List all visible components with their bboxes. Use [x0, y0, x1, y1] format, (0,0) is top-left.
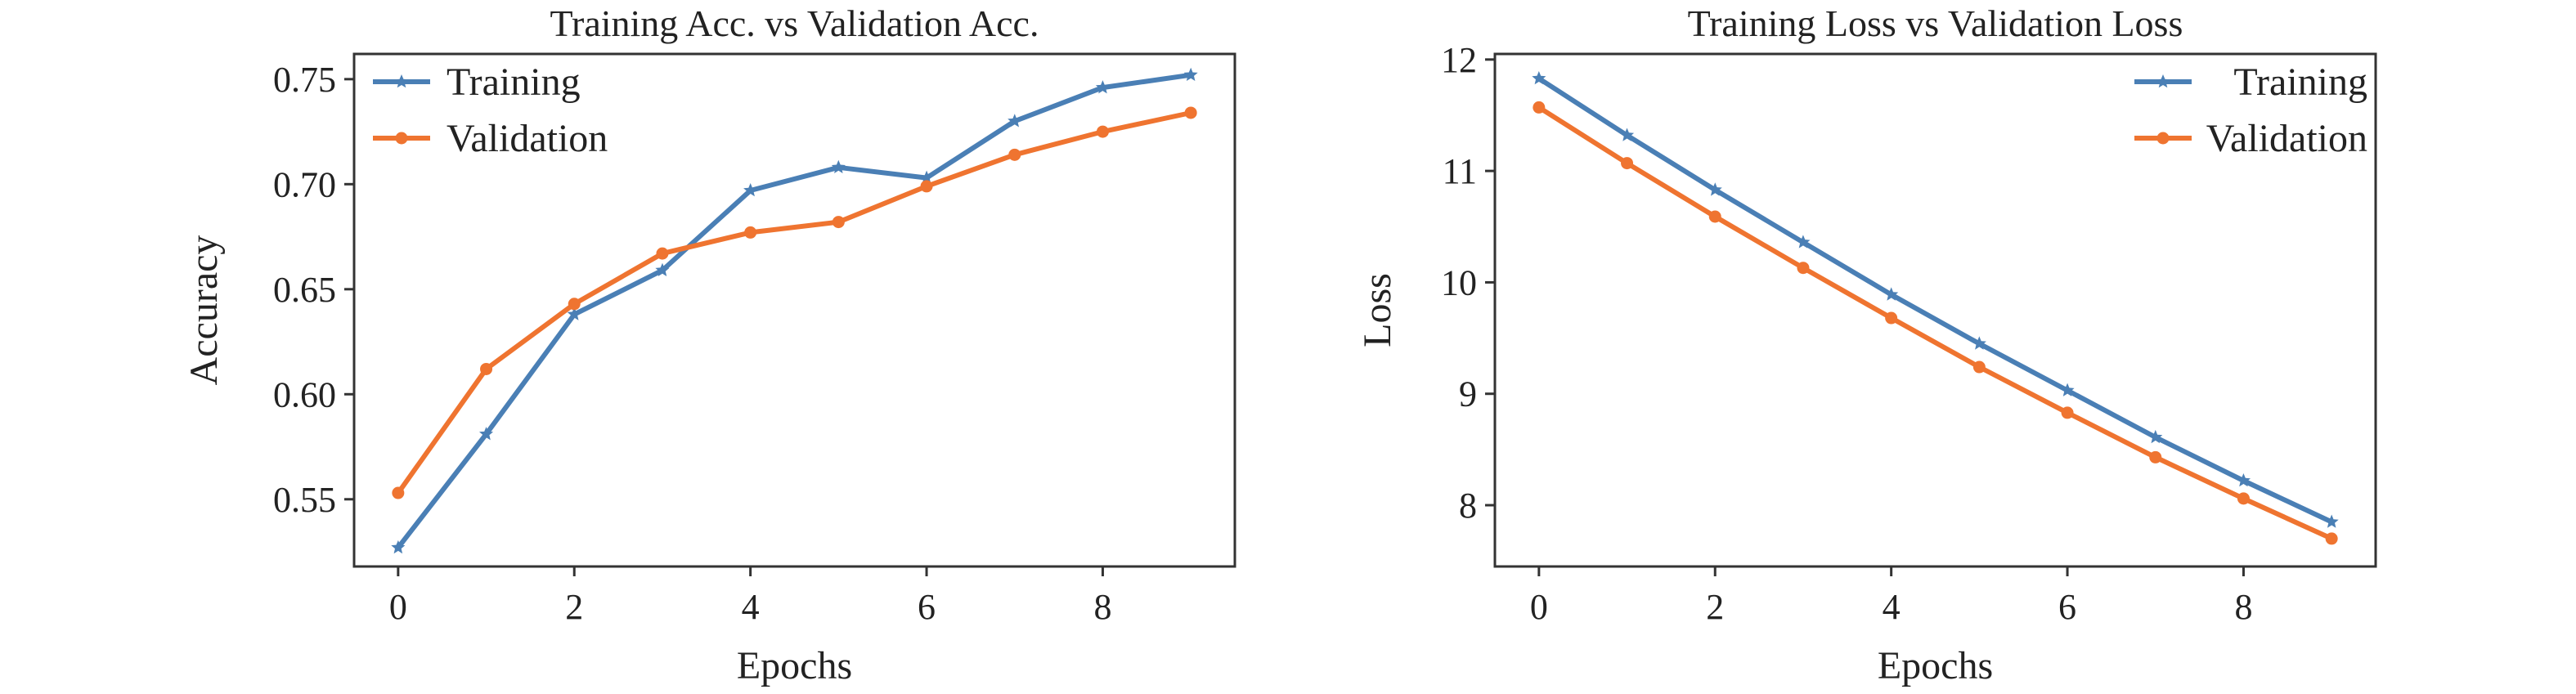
x-tick-label: 0 [1530, 587, 1548, 627]
legend-label-validation: Validation [447, 117, 608, 160]
data-point-validation [744, 226, 757, 239]
legend: Training Validation [2134, 60, 2367, 160]
x-tick-label: 0 [389, 587, 407, 627]
data-point-training [1972, 336, 1986, 350]
y-tick-label: 9 [1459, 374, 1477, 414]
chart-title: Training Loss vs Validation Loss [1688, 2, 2183, 44]
x-tick-label: 4 [1883, 587, 1901, 627]
series-line-validation [395, 110, 1194, 496]
data-point-training [1183, 67, 1198, 81]
data-point-training [567, 307, 581, 320]
data-point-training [1796, 235, 1811, 248]
data-point-validation [1533, 101, 1546, 114]
series-line-training [1536, 76, 2335, 525]
data-point-training [743, 183, 758, 197]
data-point-training [919, 170, 934, 184]
y-tick-label: 12 [1441, 40, 1477, 80]
legend-label-training: Training [2233, 60, 2367, 104]
x-tick-label: 2 [1706, 587, 1724, 627]
data-point-training [1008, 114, 1022, 128]
y-tick-label: 0.70 [273, 164, 336, 204]
loss-chart: Training Loss vs Validation Loss 0 2 4 6 8 8 9 1… [1356, 2, 2377, 687]
data-point-training [655, 262, 670, 276]
data-point-validation [1621, 157, 1634, 170]
legend-label-training: Training [447, 60, 581, 104]
data-point-validation [920, 180, 933, 193]
data-point-training [1532, 71, 1546, 85]
y-tick-label: 8 [1459, 486, 1477, 526]
data-point-validation [1885, 311, 1898, 325]
x-tick-label: 4 [742, 587, 760, 627]
data-point-training [1884, 287, 1899, 301]
y-axis-label: Accuracy [182, 235, 226, 386]
chart-title: Training Acc. vs Validation Acc. [550, 2, 1039, 44]
y-tick-label: 0.55 [273, 480, 336, 520]
accuracy-chart: Training Acc. vs Validation Acc. 0 2 4 6 8 0.5… [182, 2, 1236, 687]
data-point-validation [1797, 262, 1810, 275]
data-point-training [1708, 182, 1722, 196]
data-point-training [831, 159, 846, 173]
data-point-validation [1096, 125, 1109, 138]
y-tick-label: 0.65 [273, 270, 336, 310]
data-point-training [391, 540, 406, 554]
legend-marker-training [394, 74, 409, 88]
data-point-training [1620, 128, 1635, 141]
x-tick-label: 8 [1093, 587, 1111, 627]
legend-marker-validation [395, 132, 408, 145]
legend: Training Validation [373, 60, 608, 160]
legend-marker-validation [2156, 132, 2170, 145]
data-point-validation [1184, 106, 1197, 119]
x-axis-label: Epochs [1878, 644, 1993, 687]
data-point-validation [2061, 406, 2074, 419]
x-tick-label: 6 [918, 587, 936, 627]
data-point-training [2324, 514, 2339, 528]
data-point-training [1095, 80, 1110, 94]
data-point-validation [1708, 210, 1721, 223]
legend-label-validation: Validation [2206, 117, 2367, 160]
y-tick-label: 0.60 [273, 374, 336, 414]
data-point-training [479, 427, 494, 441]
y-tick-label: 0.75 [273, 60, 336, 100]
legend-marker-training [2156, 74, 2170, 88]
series-line-training [395, 72, 1194, 550]
plot-frame [352, 52, 1236, 568]
data-point-validation [480, 362, 493, 375]
plot-frame [1493, 52, 2377, 568]
data-point-validation [568, 298, 581, 311]
y-tick-label: 10 [1441, 262, 1477, 302]
x-tick-label: 8 [2234, 587, 2252, 627]
x-axis-label: Epochs [737, 644, 852, 687]
data-point-training [2060, 383, 2075, 396]
data-point-validation [2149, 450, 2162, 463]
data-point-validation [2237, 492, 2250, 505]
series-line-validation [1536, 105, 2335, 541]
data-point-validation [832, 216, 845, 229]
data-point-validation [392, 486, 405, 499]
x-tick-label: 6 [2058, 587, 2076, 627]
data-point-validation [1972, 360, 1986, 374]
data-point-validation [1008, 148, 1021, 161]
data-point-validation [2325, 532, 2338, 545]
y-axis-label: Loss [1356, 273, 1399, 347]
x-tick-label: 2 [565, 587, 583, 627]
data-point-training [2236, 473, 2251, 487]
data-point-validation [656, 247, 669, 260]
data-point-training [2148, 429, 2163, 444]
y-tick-label: 11 [1443, 151, 1477, 191]
